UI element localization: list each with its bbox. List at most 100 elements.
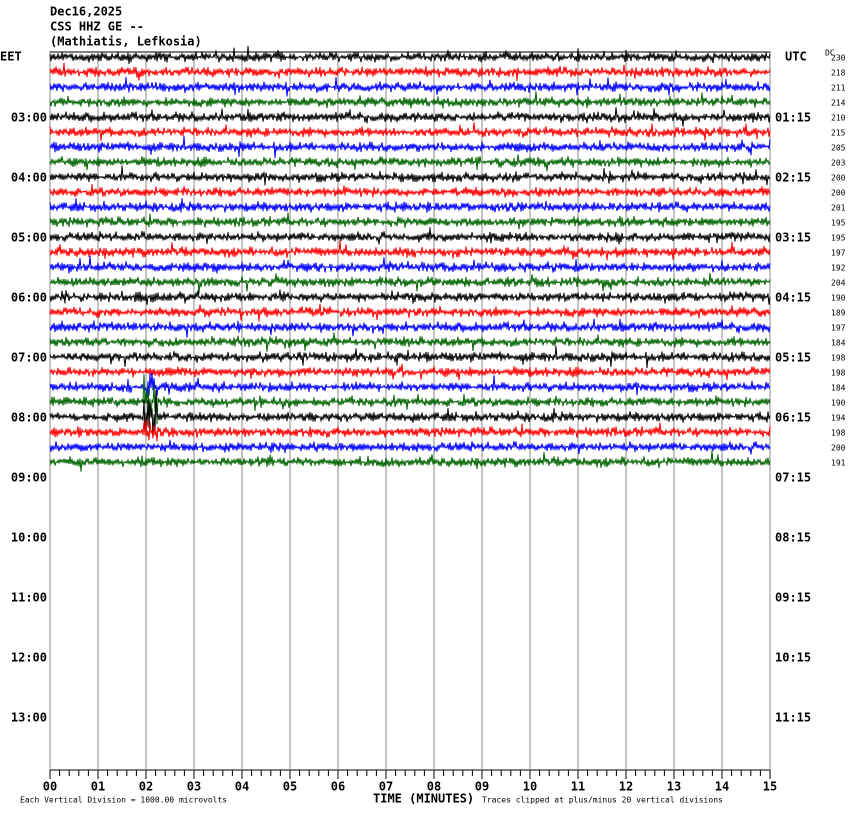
dc-value: 200 [831, 174, 846, 183]
x-tick-label: 09 [475, 780, 489, 794]
utc-label: 02:15 [775, 171, 811, 185]
trace [49, 197, 771, 213]
dc-value: 195 [831, 219, 846, 228]
x-tick-label: 11 [571, 780, 585, 794]
clip-note: Traces clipped at plus/minus 20 vertical… [482, 796, 723, 805]
utc-label: 04:15 [775, 291, 811, 305]
trace [49, 390, 771, 439]
dc-value: 200 [831, 444, 846, 453]
dc-value: 214 [831, 99, 846, 108]
eet-label: 06:00 [11, 291, 47, 305]
utc-label: 11:15 [775, 711, 811, 725]
dc-value: 198 [831, 369, 846, 378]
x-tick-label: 15 [763, 780, 777, 794]
x-tick-label: 05 [283, 780, 297, 794]
eet-label: 05:00 [11, 231, 47, 245]
dc-value: 189 [831, 309, 846, 318]
utc-label: 05:15 [775, 351, 811, 365]
trace [49, 419, 771, 442]
dc-value: 198 [831, 429, 846, 438]
trace [49, 346, 771, 369]
trace [49, 372, 771, 398]
eet-label: 09:00 [11, 471, 47, 485]
dc-value: 194 [831, 414, 846, 423]
trace [49, 255, 771, 274]
dc-value: 211 [831, 84, 846, 93]
x-tick-label: 06 [331, 780, 345, 794]
x-tick-label: 12 [619, 780, 633, 794]
trace [49, 107, 771, 127]
dc-value: 200 [831, 189, 846, 198]
utc-label: 08:15 [775, 531, 811, 545]
utc-label: 09:15 [775, 591, 811, 605]
dc-value: 198 [831, 354, 846, 363]
dc-value: 203 [831, 159, 846, 168]
x-title: TIME (MINUTES) [373, 792, 474, 806]
trace [49, 62, 771, 81]
x-tick-label: 07 [379, 780, 393, 794]
dc-value: 210 [831, 114, 846, 123]
trace [49, 272, 771, 294]
x-tick-label: 13 [667, 780, 681, 794]
trace [49, 91, 771, 109]
trace [49, 122, 771, 141]
x-tick-label: 03 [187, 780, 201, 794]
dc-value: 218 [831, 69, 846, 78]
trace [49, 240, 771, 261]
trace [49, 45, 771, 64]
dc-value: 192 [831, 264, 846, 273]
eet-label: 04:00 [11, 171, 47, 185]
trace [49, 374, 771, 425]
utc-label: 01:15 [775, 111, 811, 125]
utc-label: 03:15 [775, 231, 811, 245]
dc-value: 184 [831, 384, 846, 393]
eet-label: 08:00 [11, 411, 47, 425]
dc-title: DC [825, 49, 835, 58]
trace [49, 450, 771, 472]
trace [49, 77, 771, 97]
eet-label: 03:00 [11, 111, 47, 125]
date: Dec16,2025 [50, 5, 122, 19]
left-title: EET [0, 50, 22, 64]
dc-value: 195 [831, 234, 846, 243]
trace [49, 227, 771, 245]
dc-value: 215 [831, 129, 846, 138]
eet-label: 07:00 [11, 351, 47, 365]
eet-label: 13:00 [11, 711, 47, 725]
right-title: UTC [785, 50, 807, 64]
eet-label: 11:00 [11, 591, 47, 605]
trace [49, 363, 771, 381]
utc-label: 07:15 [775, 471, 811, 485]
x-tick-label: 08 [427, 780, 441, 794]
trace [49, 303, 771, 322]
dc-value: 197 [831, 249, 846, 258]
dc-value: 184 [831, 339, 846, 348]
x-tick-label: 01 [91, 780, 105, 794]
location: (Mathiatis, Lefkosia) [50, 35, 202, 49]
utc-label: 06:15 [775, 411, 811, 425]
dc-value: 190 [831, 294, 846, 303]
dc-value: 201 [831, 204, 846, 213]
x-tick-label: 10 [523, 780, 537, 794]
eet-label: 10:00 [11, 531, 47, 545]
trace [49, 184, 771, 198]
x-tick-label: 14 [715, 780, 729, 794]
trace [49, 154, 771, 172]
dc-value: 190 [831, 399, 846, 408]
utc-label: 10:15 [775, 651, 811, 665]
trace [49, 289, 771, 305]
trace [49, 318, 771, 338]
trace [49, 165, 771, 186]
dc-value: 205 [831, 144, 846, 153]
trace [49, 439, 771, 455]
eet-label: 12:00 [11, 651, 47, 665]
x-tick-label: 04 [235, 780, 249, 794]
trace [49, 136, 771, 159]
dc-value: 191 [831, 459, 846, 468]
scale-note: Each Vertical Division = 1000.00 microvo… [20, 796, 227, 805]
trace [49, 332, 771, 352]
dc-value: 204 [831, 279, 846, 288]
dc-value: 230 [831, 54, 846, 63]
x-tick-label: 02 [139, 780, 153, 794]
